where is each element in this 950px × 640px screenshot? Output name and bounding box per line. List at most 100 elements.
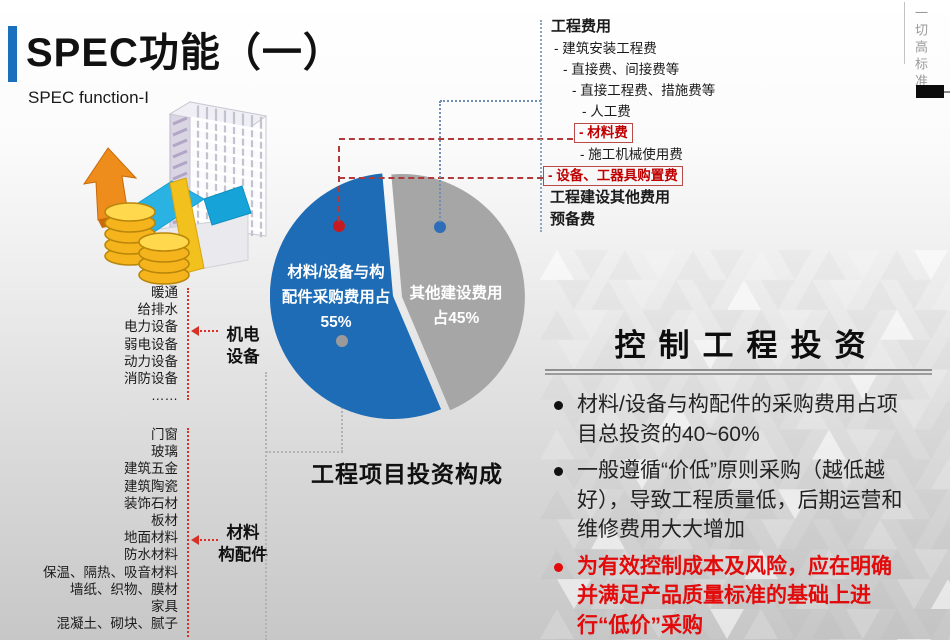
building-side-face xyxy=(169,101,191,239)
edge-black-block xyxy=(916,85,944,98)
panel-bullet: 材料/设备与构配件的采购费用占项目总投资的40~60% xyxy=(545,390,937,449)
decor-triangle xyxy=(761,279,795,310)
bullet-text: 一般遵循“价低”原则采购（越低越好），导致工程质量低，后期运营和维修费用大大增加 xyxy=(577,459,903,541)
decor-triangle xyxy=(574,250,608,280)
cost-tree-highlight-box: - 材料费 xyxy=(574,123,633,143)
panel-divider-rule xyxy=(545,369,932,375)
materials-group-label: 材料 构配件 xyxy=(218,524,268,564)
mech-equipment-list: 暖通 给排水 电力设备 弱电设备 动力设备 消防设备…… xyxy=(0,284,178,404)
cost-tree-item: - 材料费 xyxy=(543,122,943,144)
connector-red-to-equipment-fee xyxy=(339,177,543,179)
decor-triangle xyxy=(897,279,931,310)
materials-list-item: 玻璃 xyxy=(151,444,178,460)
mech-list-item: 弱电设备 xyxy=(124,336,178,352)
materials-list-item: 板材 xyxy=(151,513,178,529)
mech-list-item: 消防设备 xyxy=(124,371,178,387)
decor-triangle xyxy=(710,250,744,280)
construction-illustration xyxy=(52,84,286,296)
building-front-face xyxy=(189,101,267,237)
mech-list-item: …… xyxy=(151,388,178,404)
coin xyxy=(138,254,190,274)
cost-tree-item: 工程建设其他费用 xyxy=(550,189,671,206)
panel-bullet: 为有效控制成本及风险，应在明确并满足产品质量标准的基础上进行“低价”采购 xyxy=(545,552,937,640)
decor-triangle xyxy=(540,250,574,280)
decor-triangle xyxy=(659,279,693,310)
decor-triangle xyxy=(727,279,761,310)
decor-triangle xyxy=(693,279,727,310)
materials-list-item: 混凝土、砌块、腻子 xyxy=(56,616,179,632)
materials-list-item: 家具 xyxy=(151,599,178,615)
decor-triangle xyxy=(591,279,625,310)
decor-triangle xyxy=(812,250,846,280)
connector-red-to-material-fee xyxy=(339,138,573,140)
connector-red-vertical xyxy=(338,146,340,222)
coin xyxy=(104,202,156,222)
red-marker-dot xyxy=(333,220,345,232)
pie-caption: 工程项目投资构成 xyxy=(311,461,503,487)
decor-triangle xyxy=(744,250,778,280)
materials-arrow-icon xyxy=(191,535,199,545)
pie-slice-label-other: 其他建设费用 占45% xyxy=(409,285,503,327)
decor-triangle xyxy=(642,250,676,280)
connector-gray-horizontal xyxy=(266,451,343,453)
materials-list-item: 门窗 xyxy=(151,427,178,442)
materials-list-item: 建筑陶瓷 xyxy=(124,478,178,494)
mech-list-item: 暖通 xyxy=(151,285,178,300)
arrow-side-face xyxy=(98,214,132,228)
connector-blue-vertical xyxy=(439,101,441,222)
ribbon-stripe xyxy=(169,177,205,274)
decor-triangle xyxy=(778,250,812,280)
edge-vertical-note: 一切高标准 xyxy=(913,6,928,91)
title-accent-bar xyxy=(8,26,17,82)
materials-list-item: 防水材料 xyxy=(124,547,178,563)
edge-vertical-line xyxy=(904,2,905,64)
coin xyxy=(104,246,156,266)
bullet-dot-icon xyxy=(554,467,563,476)
decor-triangle xyxy=(625,279,659,310)
bullet-text: 材料/设备与构配件的采购费用占项目总投资的40~60% xyxy=(577,393,898,446)
cost-tree-item: - 人工费 xyxy=(582,104,631,119)
mech-group-label: 机电 设备 xyxy=(226,326,260,366)
coin xyxy=(104,213,156,233)
arrow-up-icon xyxy=(82,147,138,221)
page-subtitle: SPEC function-I xyxy=(28,88,149,107)
bullet-text: 为有效控制成本及风险，应在明确并满足产品质量标准的基础上进行“低价”采购 xyxy=(577,554,892,637)
mech-list-item: 给排水 xyxy=(137,302,179,318)
materials-list-item: 装饰石材 xyxy=(124,495,178,511)
cost-tree-item: - 建筑安装工程费 xyxy=(554,41,657,56)
materials-bracket-line xyxy=(187,428,189,637)
cost-tree-bracket-line xyxy=(540,20,542,232)
house-roof-right xyxy=(203,185,252,226)
cost-tree-highlight-box: - 设备、工器具购置费 xyxy=(543,166,683,186)
coin xyxy=(138,265,190,285)
decor-triangle xyxy=(795,279,829,310)
blue-marker-dot xyxy=(434,221,446,233)
mech-bracket-line xyxy=(187,288,189,400)
bullet-dot-icon xyxy=(554,401,563,410)
cost-tree-item: - 直接费、间接费等 xyxy=(563,62,680,77)
connector-gray-vertical-left xyxy=(265,372,267,640)
connector-blue-horizontal xyxy=(440,100,541,102)
materials-list-item: 地面材料 xyxy=(124,530,178,546)
decor-triangle xyxy=(608,250,642,280)
pie-slice-label-materials: 材料/设备与构 配件采购费用占 55% xyxy=(281,264,391,331)
cost-breakdown-tree: 工程费用 - 建筑安装工程费 - 直接费、间接费等 - 直接工程费、措施费等 - 人工费… xyxy=(543,16,943,231)
decor-triangle xyxy=(557,279,591,310)
coin xyxy=(138,232,190,252)
cost-tree-item: 预备费 xyxy=(550,211,596,228)
decor-triangle xyxy=(846,250,880,280)
materials-arrow-dots xyxy=(200,539,218,541)
bullet-dot-icon xyxy=(554,562,563,572)
cost-tree-item: - 直接工程费、措施费等 xyxy=(572,83,716,98)
building-roof-face xyxy=(168,101,268,130)
coin xyxy=(104,224,156,244)
mech-arrow-icon xyxy=(191,326,199,336)
mech-list-item: 动力设备 xyxy=(124,353,178,369)
panel-title: 控制工程投资 xyxy=(614,328,879,363)
decor-triangle xyxy=(880,250,914,280)
mech-arrow-dots xyxy=(200,330,218,332)
panel-bullet: 一般遵循“价低”原则采购（越低越好），导致工程质量低，后期运营和维修费用大大增加 xyxy=(545,456,937,545)
coin xyxy=(104,235,156,255)
gray-marker-dot xyxy=(336,335,348,347)
materials-list-item: 保温、隔热、吸音材料 xyxy=(43,564,178,580)
